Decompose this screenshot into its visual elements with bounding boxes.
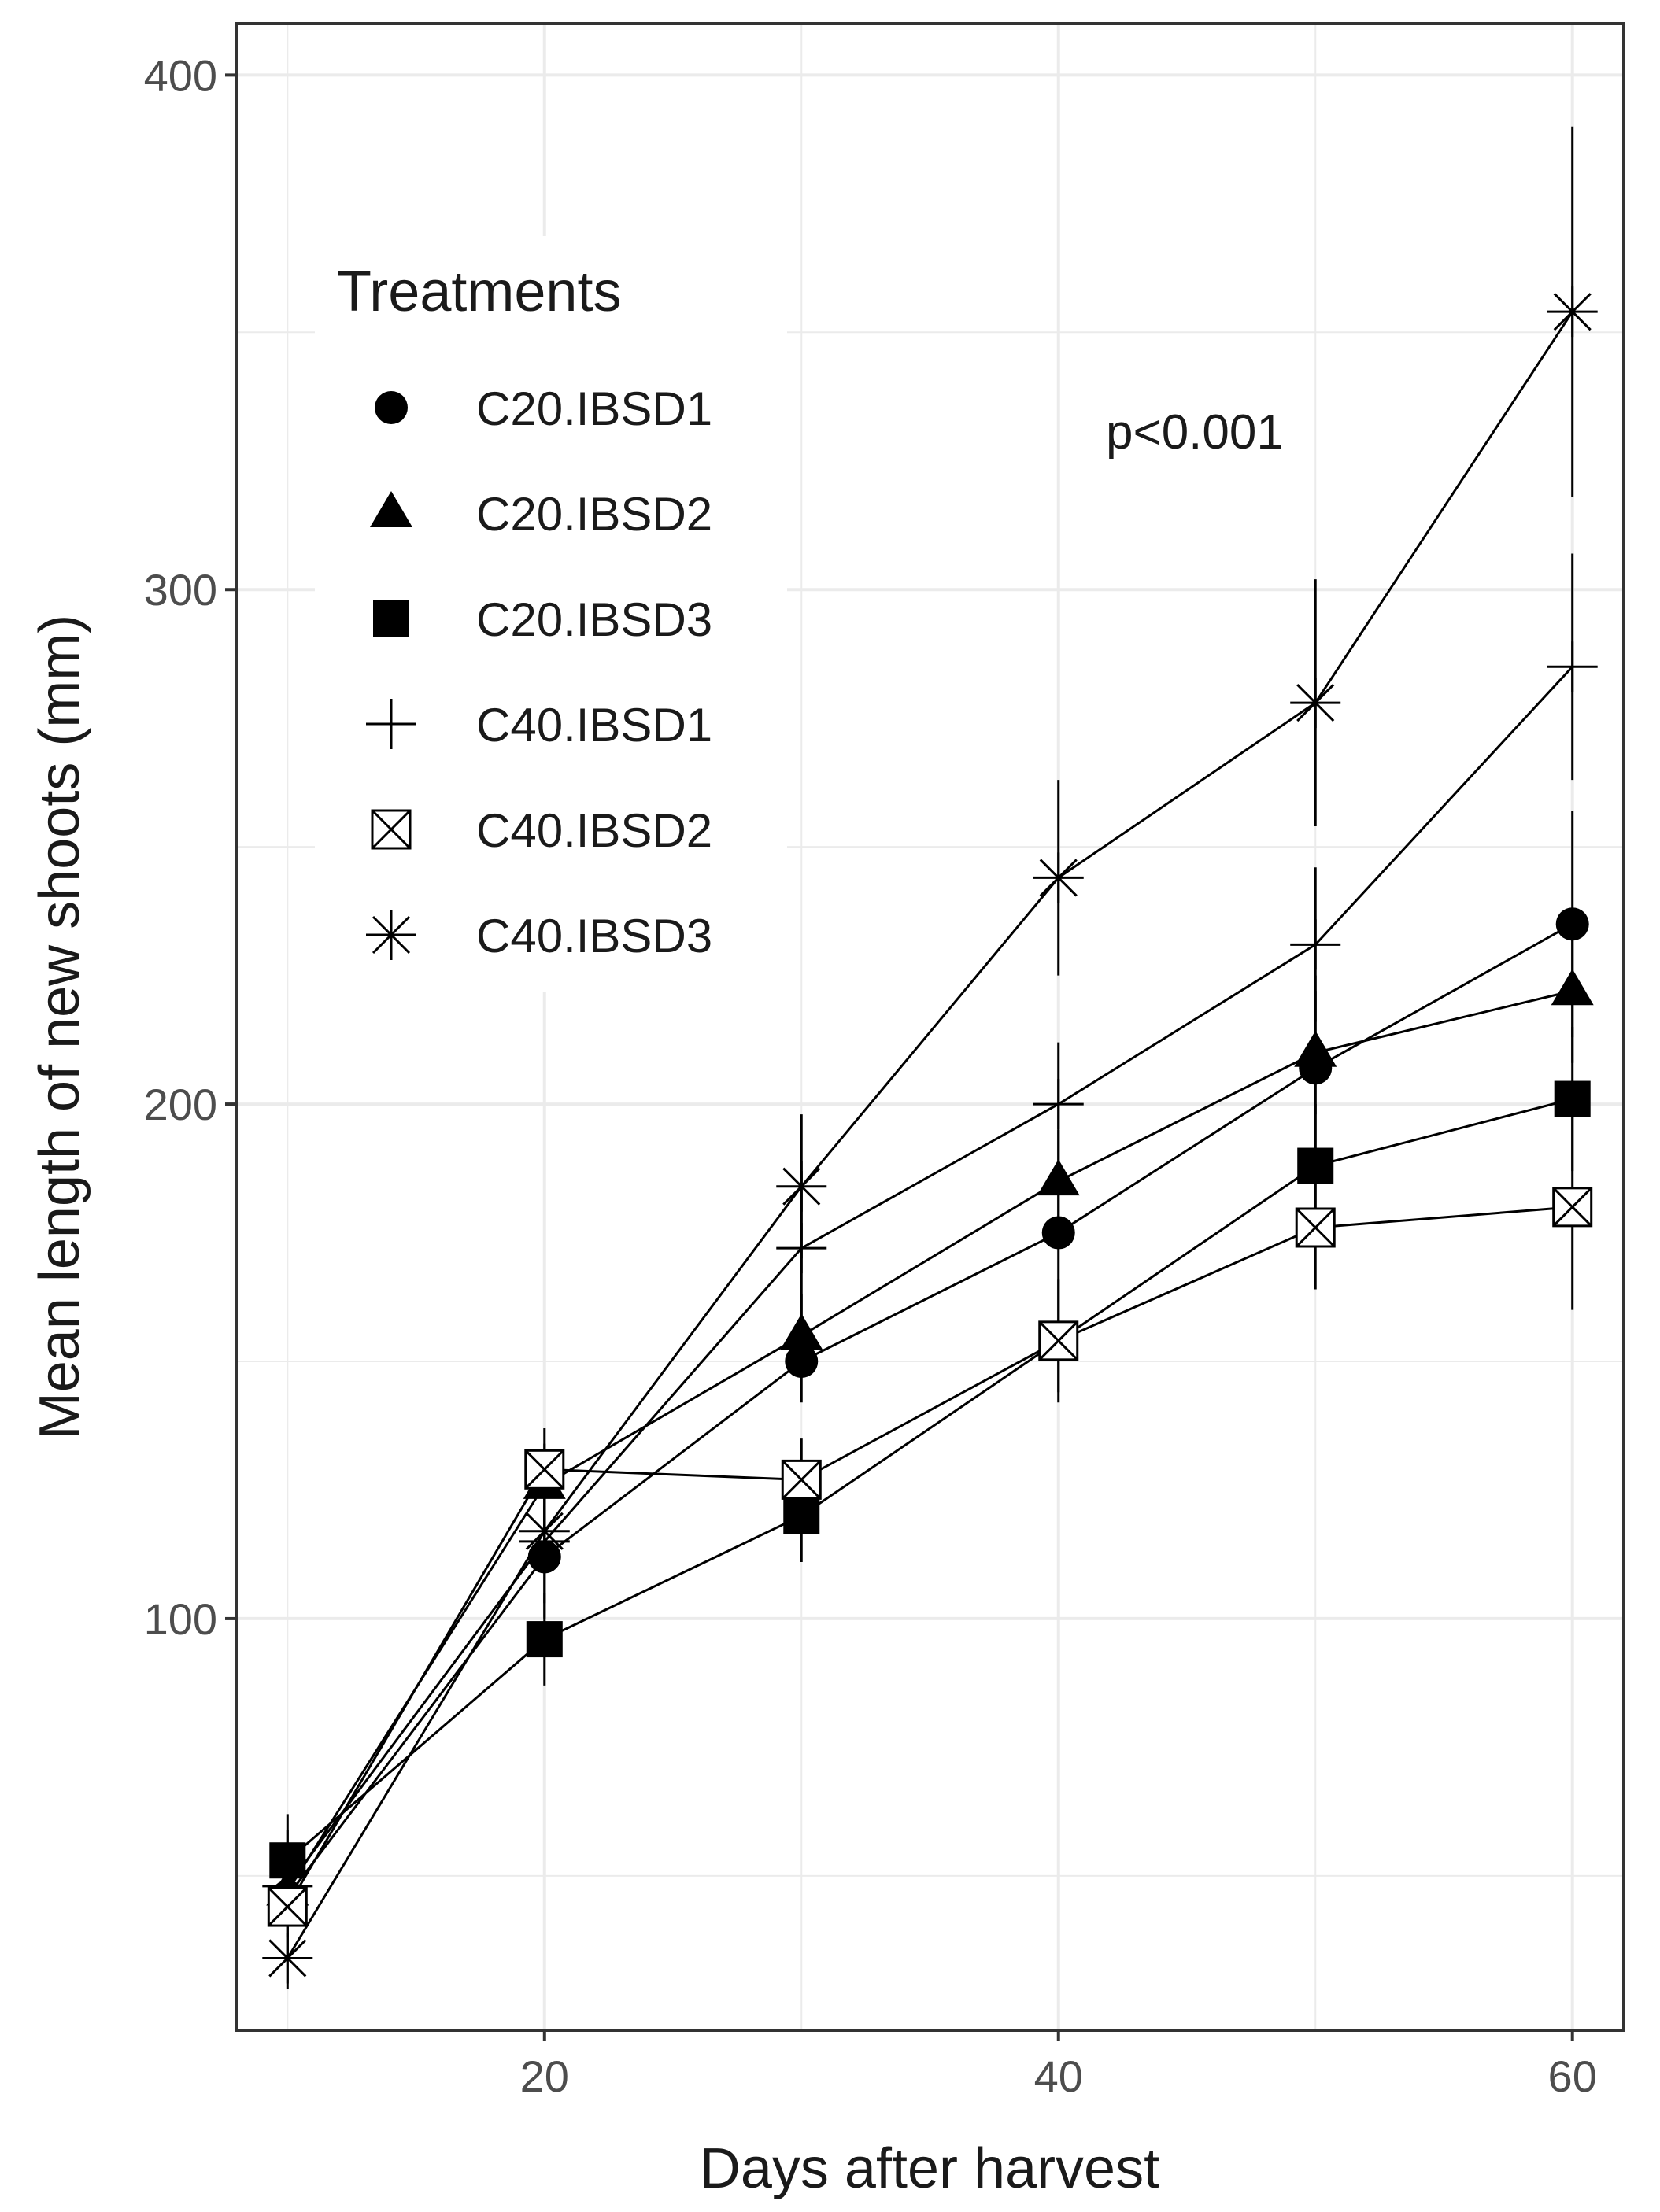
legend-item-c20-ibsd2: C20.IBSD2 bbox=[370, 488, 712, 541]
legend-key-c20-ibsd1 bbox=[375, 391, 408, 424]
legend-label-c20-ibsd2: C20.IBSD2 bbox=[476, 488, 712, 541]
legend-item-c40-ibsd3: C40.IBSD3 bbox=[366, 910, 712, 962]
series-line-c40-ibsd2 bbox=[287, 1206, 1573, 1907]
point-c40-ibsd2-day-40 bbox=[1038, 1320, 1079, 1361]
y-axis-title: Mean length of new shoots (mm) bbox=[28, 615, 91, 1439]
point-c40-ibsd2-day-20 bbox=[524, 1449, 565, 1490]
point-c20-ibsd2-day-30 bbox=[780, 1313, 823, 1350]
point-c40-ibsd3-day-10 bbox=[262, 1933, 313, 1984]
legend-label-c40-ibsd3: C40.IBSD3 bbox=[476, 910, 712, 962]
point-c40-ibsd1-day-50 bbox=[1290, 919, 1341, 970]
p-value-annotation: p<0.001 bbox=[1106, 405, 1284, 460]
legend-label-c20-ibsd1: C20.IBSD1 bbox=[476, 382, 712, 435]
point-c40-ibsd3-day-40 bbox=[1033, 852, 1084, 903]
legend-title: Treatments bbox=[337, 260, 621, 323]
series-layer bbox=[262, 126, 1598, 1989]
point-c20-ibsd2-day-50 bbox=[1294, 1030, 1337, 1067]
axes: 20 40 60 100 200 300 400 bbox=[144, 50, 1597, 2101]
series-c40-ibsd3 bbox=[262, 126, 1598, 1989]
legend-item-c40-ibsd2: C40.IBSD2 bbox=[371, 804, 712, 857]
y-tick-label: 100 bbox=[144, 1594, 217, 1644]
point-c40-ibsd3-day-30 bbox=[776, 1161, 827, 1212]
legend-key-c20-ibsd3 bbox=[373, 600, 409, 637]
x-tick-label: 20 bbox=[520, 2051, 569, 2101]
x-axis-title: Days after harvest bbox=[700, 2137, 1159, 2200]
legend-label-c20-ibsd3: C20.IBSD3 bbox=[476, 593, 712, 646]
point-c40-ibsd2-day-10 bbox=[267, 1886, 308, 1927]
x-tick-label: 40 bbox=[1034, 2051, 1083, 2101]
point-c20-ibsd2-day-40 bbox=[1037, 1159, 1080, 1196]
legend-item-c40-ibsd1: C40.IBSD1 bbox=[366, 699, 712, 751]
series-line-c20-ibsd2 bbox=[287, 989, 1573, 1893]
legend-item-c20-ibsd3: C20.IBSD3 bbox=[373, 593, 712, 646]
series-line-c20-ibsd1 bbox=[287, 922, 1573, 1897]
y-tick-label: 400 bbox=[144, 50, 217, 100]
point-c40-ibsd1-day-40 bbox=[1033, 1079, 1084, 1130]
point-c20-ibsd2-day-60 bbox=[1551, 969, 1594, 1006]
legend-key-c20-ibsd2 bbox=[370, 491, 412, 527]
legend-key-c40-ibsd2 bbox=[371, 809, 412, 850]
point-c40-ibsd2-day-30 bbox=[781, 1459, 822, 1500]
series-c40-ibsd2 bbox=[267, 1104, 1593, 1938]
legend-key-c40-ibsd1 bbox=[366, 699, 416, 749]
point-c40-ibsd3-day-60 bbox=[1547, 286, 1598, 338]
y-tick-label: 300 bbox=[144, 565, 217, 615]
point-c40-ibsd3-day-50 bbox=[1290, 678, 1341, 729]
point-c40-ibsd2-day-60 bbox=[1552, 1187, 1593, 1228]
plot-border bbox=[235, 22, 1625, 2032]
y-tick-label: 200 bbox=[144, 1080, 217, 1129]
legend-label-c40-ibsd2: C40.IBSD2 bbox=[476, 804, 712, 857]
legend-key-c40-ibsd3 bbox=[366, 910, 416, 960]
point-c40-ibsd3-day-20 bbox=[519, 1505, 570, 1557]
point-c40-ibsd1-day-60 bbox=[1547, 641, 1598, 692]
point-c20-ibsd3-day-20 bbox=[526, 1621, 563, 1658]
series-line-c40-ibsd1 bbox=[287, 666, 1573, 1887]
legend-item-c20-ibsd1: C20.IBSD1 bbox=[375, 382, 712, 435]
series-line-c40-ibsd3 bbox=[287, 311, 1573, 1959]
legend: C20.IBSD1 C20.IBSD2 C20.IBSD3 C40.IBSD1 C40.… bbox=[366, 382, 712, 962]
point-c40-ibsd2-day-50 bbox=[1295, 1207, 1336, 1248]
series-line-c20-ibsd3 bbox=[287, 1098, 1573, 1862]
x-tick-label: 60 bbox=[1548, 2051, 1597, 2101]
legend-label-c40-ibsd1: C40.IBSD1 bbox=[476, 699, 712, 751]
